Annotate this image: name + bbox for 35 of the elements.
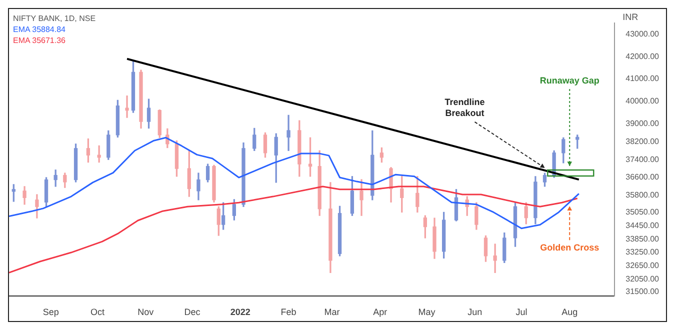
annotation: Golden Cross [540,242,600,253]
annotation: Runaway Gap [540,75,600,86]
chart-title: NIFTY BANK, 1D, NSE [13,13,96,24]
y-tick-label: 35050.00 [626,207,660,216]
text: EMA 35884.84 [13,24,66,35]
y-tick-label: 32650.00 [626,261,660,270]
annotation: Trendline Breakout [444,96,485,118]
y-tick-label: 36600.00 [626,172,660,182]
y-tick-label: 43000.00 [626,29,660,38]
y-tick-label: 41000.00 [626,74,660,84]
x-tick-label: Mar [324,307,340,318]
y-tick-label: 42000.00 [626,52,660,61]
x-tick-label: Sep [42,307,59,318]
y-tick-label: 38200.00 [626,136,660,146]
y-tick-label: 31500.00 [626,286,660,296]
x-tick-label: Feb [280,307,296,318]
text: EMA 35671.36 [13,35,66,46]
y-tick-label: 37400.00 [626,154,660,164]
x-tick-label: Oct [90,307,106,318]
x-tick-label: Jul [516,307,528,318]
x-tick-label: Apr [373,307,388,318]
y-tick-label: 32050.00 [626,274,660,284]
y-tick-label: 34450.00 [626,220,660,230]
y-tick-label: 40000.00 [626,96,660,106]
x-tick-label: May [418,307,436,318]
y-axis-title: INR [622,12,639,22]
x-tick-label: Nov [138,307,154,318]
y-tick-label: 39000.00 [626,118,660,128]
x-tick-label: Dec [184,307,201,318]
x-tick-label: Aug [562,307,578,318]
x-tick-label: Jun [468,307,482,318]
y-tick-label: 33250.00 [626,248,660,257]
x-tick-label: 2022 [230,307,250,318]
y-tick-label: 33850.00 [626,234,660,244]
y-tick-label: 35800.00 [626,190,660,200]
